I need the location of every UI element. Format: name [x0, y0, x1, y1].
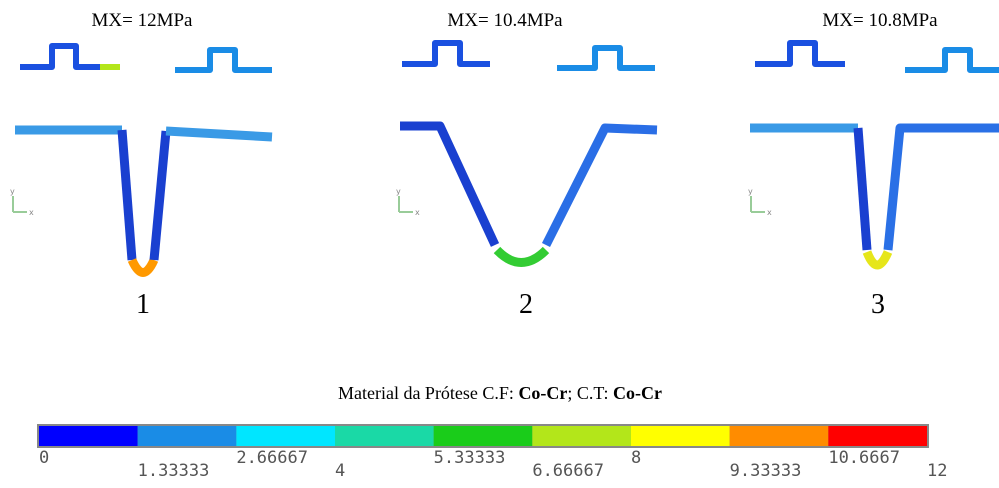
triad-label: y: [10, 187, 15, 196]
triad-label: x: [767, 208, 772, 217]
colorbar-tick-label: 10.6667: [828, 448, 900, 468]
colorbar-tick-label: 9.33333: [730, 461, 802, 481]
colorbar-segment: [532, 426, 631, 446]
colorbar-tick-label: 2.66667: [236, 448, 308, 468]
colorbar-tick-label: 1.33333: [138, 461, 210, 481]
triad-label: x: [415, 208, 420, 217]
triad-label: x: [29, 208, 34, 217]
colorbar-segment: [236, 426, 335, 446]
panel-number: 3: [871, 289, 885, 320]
colorbar-segment: [137, 426, 237, 446]
caption: Material da Prótese C.F: Co-Cr; C.T: Co-…: [338, 383, 662, 403]
colorbar-segment: [335, 426, 434, 446]
panel-number: 1: [136, 289, 150, 320]
colorbar-tick-label: 0: [39, 448, 49, 468]
model-2: [400, 40, 658, 267]
colorbar-tick-label: 5.33333: [434, 448, 506, 468]
panel-label: MX= 10.4MPa: [447, 10, 563, 31]
caption-text: Material da Prótese C.F:: [338, 383, 518, 403]
triad-label: y: [396, 187, 401, 196]
colorbar-segment: [828, 426, 927, 446]
colorbar-segment: [433, 426, 533, 446]
model-3: [750, 40, 999, 270]
panel-label: MX= 10.8MPa: [822, 10, 938, 31]
caption-bold: Co-Cr: [613, 383, 662, 403]
triad-label: y: [748, 187, 753, 196]
colorbar-tick-label: 8: [631, 448, 641, 468]
panel-label: MX= 12MPa: [92, 10, 194, 31]
colorbar-tick-label: 6.66667: [532, 461, 604, 481]
colorbar-tick-label: 12: [927, 461, 947, 481]
caption-text: ; C.T:: [567, 383, 613, 403]
colorbar-tick-label: 4: [335, 461, 345, 481]
model-1: [15, 43, 273, 277]
colorbar-segment: [729, 426, 829, 446]
colorbar-segment: [39, 426, 138, 446]
panel-number: 2: [519, 289, 533, 320]
caption-bold: Co-Cr: [518, 383, 567, 403]
colorbar-segment: [631, 426, 730, 446]
